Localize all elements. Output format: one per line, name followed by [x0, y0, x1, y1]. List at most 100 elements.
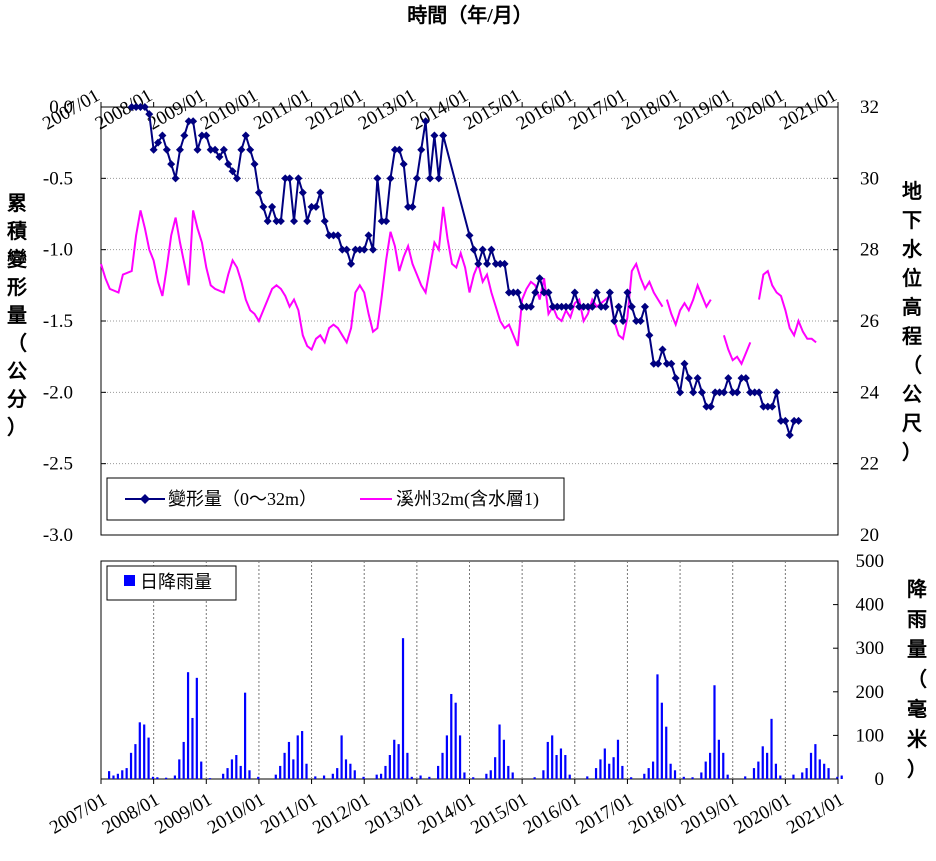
rainfall-bar	[200, 761, 203, 779]
legend-rain-label: 日降雨量	[140, 572, 212, 592]
deformation-point	[719, 388, 728, 397]
deformation-point	[162, 145, 171, 154]
top-x-tick-labels: 2007/012008/012009/012010/012011/012012/…	[39, 85, 840, 134]
deformation-point	[250, 160, 259, 169]
rainfall-bar	[494, 757, 497, 779]
top-y-axis-label-char: 累	[7, 192, 27, 215]
deformation-point	[175, 145, 184, 154]
rainfall-bar	[770, 718, 773, 779]
top-x-tick-label: 2019/01	[671, 85, 735, 134]
top-y2-tick-label: 20	[860, 525, 879, 546]
rainfall-bar	[823, 763, 826, 779]
top-y2-tick-label: 26	[860, 311, 879, 332]
deformation-point	[504, 288, 513, 297]
deformation-point	[395, 145, 404, 154]
deformation-point	[522, 302, 531, 311]
deformation-point	[785, 431, 794, 440]
rainfall-bar	[226, 768, 229, 779]
rainfall-bar	[559, 748, 563, 779]
rainfall-bar	[112, 775, 115, 779]
rainfall-bar	[774, 763, 778, 779]
bottom-x-tick-label: 2007/01	[46, 789, 110, 838]
top-y-axis-label-char: 積	[7, 220, 28, 243]
rainfall-bar	[305, 763, 308, 779]
rainfall-bar	[621, 765, 624, 779]
rainfall-bar	[511, 772, 514, 779]
deformation-point	[671, 374, 680, 383]
deformation-point	[588, 302, 597, 311]
bottom-y-tick-label: 100	[856, 725, 885, 746]
rainfall-bar	[129, 752, 133, 779]
deformation-point	[311, 202, 320, 211]
top-y-tick-label: -0.5	[43, 168, 73, 189]
rainfall-bar	[713, 685, 716, 779]
deformation-point	[382, 217, 391, 226]
water-level-line-segment	[758, 269, 817, 344]
deformation-point	[737, 374, 746, 383]
bottom-y-axis-label-char: ）	[907, 758, 927, 781]
deformation-point	[715, 388, 724, 397]
rainfall-bar	[397, 744, 400, 779]
top-legend-box	[106, 477, 565, 521]
bottom-x-tick-label: 2017/01	[572, 789, 636, 838]
deformation-point	[246, 145, 255, 154]
top-y-axis-label-char: ）	[7, 416, 27, 439]
deformation-point	[623, 288, 632, 297]
rainfall-bar	[647, 768, 650, 779]
bottom-x-tick-label: 2011/01	[257, 789, 321, 838]
top-x-tick-label: 2013/01	[355, 85, 419, 134]
rainfall-bar	[322, 775, 326, 779]
top-y2-axis-label-char: ）	[902, 441, 922, 464]
deformation-point	[368, 245, 377, 254]
deformation-point	[408, 202, 417, 211]
deformation-point	[640, 302, 649, 311]
deformation-series	[127, 103, 803, 440]
deformation-point	[298, 188, 307, 197]
deformation-point	[386, 174, 395, 183]
rainfall-bar	[349, 763, 352, 779]
deformation-point	[390, 145, 399, 154]
rainfall-bar	[191, 717, 194, 779]
bottom-x-tick-label: 2020/01	[730, 789, 794, 838]
deformation-point	[570, 288, 579, 297]
rainfall-bar	[279, 765, 282, 779]
bottom-x-tick-label: 2009/01	[151, 789, 215, 838]
rainfall-bar	[445, 735, 448, 779]
rainfall-bar	[722, 752, 725, 779]
deformation-point	[241, 131, 250, 140]
rainfall-bar	[656, 674, 659, 779]
rainfall-bar	[239, 765, 242, 779]
rainfall-bar	[603, 748, 606, 779]
deformation-point	[575, 302, 584, 311]
bottom-x-tick-label: 2021/01	[783, 789, 847, 838]
deformation-point	[404, 202, 413, 211]
rainfall-bar	[393, 739, 396, 779]
deformation-point	[500, 259, 509, 268]
deformation-point	[259, 202, 268, 211]
bottom-y-axis-label-char: 量	[907, 638, 927, 661]
deformation-point	[167, 160, 176, 169]
deformation-point	[684, 374, 693, 383]
deformation-point	[333, 231, 342, 240]
deformation-point	[127, 103, 136, 111]
rainfall-bar	[314, 776, 317, 779]
deformation-point	[469, 245, 478, 254]
deformation-point	[154, 138, 163, 147]
rainfall-bar	[805, 768, 808, 779]
deformation-point	[215, 152, 224, 161]
deformation-point	[658, 345, 667, 354]
top-y2-tick-label: 30	[860, 168, 879, 189]
rainfall-bar	[296, 735, 299, 779]
deformation-point	[132, 103, 141, 111]
deformation-point	[544, 288, 553, 297]
deformation-point	[206, 145, 215, 154]
rainfall-bar	[182, 741, 185, 779]
top-x-tick-label: 2017/01	[565, 85, 629, 134]
deformation-point	[614, 302, 623, 311]
rainfall-bar	[533, 777, 536, 779]
deformation-point	[228, 167, 237, 176]
rainfall-bar	[134, 744, 137, 779]
rainfall-bar	[165, 777, 168, 779]
deformation-point	[412, 174, 421, 183]
top-y2-axis-label-char: 尺	[902, 413, 922, 435]
